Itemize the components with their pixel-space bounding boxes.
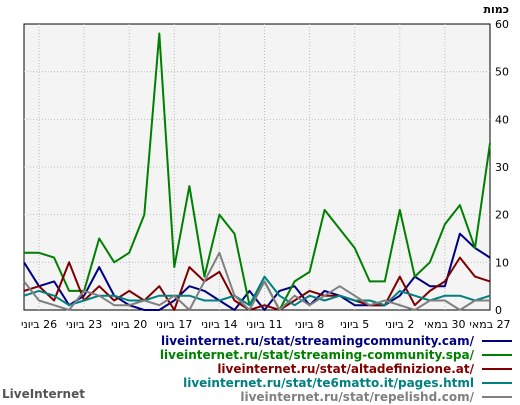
x-tick-label: 2 ביוני [385,318,414,331]
legend-entry: liveinternet.ru/stat/streaming-community… [160,348,475,362]
y-axis-ticks: 0 10 20 30 40 50 60 [495,18,509,317]
y-tick-label: 20 [495,209,509,222]
y-tick-label: 30 [495,161,509,174]
brand-label: LiveInternet [2,387,85,401]
legend: liveinternet.ru/stat/streamingcommunity.… [160,334,512,404]
y-unit-label: כמות [484,3,509,16]
x-tick-label: 26 ביוני [21,318,57,331]
x-tick-label: 23 ביוני [66,318,102,331]
x-tick-label: 11 ביוני [246,318,282,331]
x-tick-label: 5 ביוני [340,318,369,331]
x-tick-label: 27 במאי [469,318,510,331]
x-axis-ticks: 27 במאי 30 במאי 2 ביוני 5 ביוני 8 ביוני 11 בי… [21,318,511,331]
legend-entry: liveinternet.ru/stat/altadefinizione.at/ [217,362,474,376]
legend-entry: liveinternet.ru/stat/te6matto.it/pages.h… [183,376,474,390]
y-tick-label: 0 [495,304,502,317]
x-tick-label: 20 ביוני [111,318,147,331]
series-line [23,275,491,307]
y-tick-label: 60 [495,18,509,31]
legend-entry: liveinternet.ru/stat/repelishd.com/ [240,390,474,404]
y-tick-label: 10 [495,256,509,269]
x-tick-label: 14 ביוני [201,318,237,331]
y-tick-label: 40 [495,113,509,126]
x-tick-label: 17 ביוני [156,318,192,331]
legend-entry: liveinternet.ru/stat/streamingcommunity.… [161,334,475,348]
series-line [23,251,490,311]
y-tick-label: 50 [495,66,509,79]
x-tick-label: 8 ביוני [295,318,324,331]
series-line [23,232,491,311]
series-line [24,32,491,311]
x-tick-label: 30 במאי [424,318,465,331]
series-line [23,256,491,311]
series-lines [23,32,491,311]
